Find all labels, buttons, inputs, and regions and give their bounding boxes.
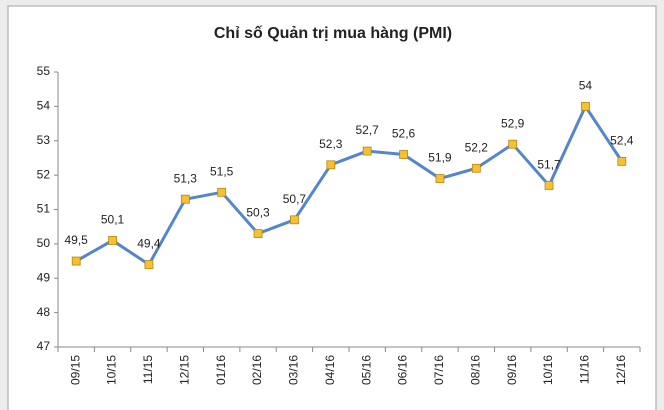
x-tick-label: 01/16 — [214, 355, 228, 385]
x-tick-label: 03/16 — [287, 355, 301, 385]
chart-title: Chỉ số Quản trị mua hàng (PMI) — [214, 25, 452, 42]
x-tick-label: 08/16 — [468, 355, 482, 385]
data-label: 51,7 — [537, 158, 561, 172]
point-marker — [290, 215, 299, 225]
data-label: 50,1 — [101, 213, 125, 227]
data-label: 50,7 — [283, 192, 307, 206]
point-marker — [326, 160, 336, 170]
x-tick-label: 02/16 — [250, 355, 264, 385]
x-tick-label: 04/16 — [323, 355, 337, 385]
x-tick-label: 10/16 — [541, 355, 555, 385]
x-tick-label: 10/15 — [105, 355, 119, 385]
point-marker — [508, 139, 518, 149]
data-label: 54 — [579, 79, 593, 93]
y-tick-label: 54 — [37, 99, 51, 113]
data-label: 52,2 — [465, 140, 489, 154]
data-label: 50,3 — [246, 206, 270, 220]
point-marker — [144, 260, 154, 269]
y-tick-label: 49 — [37, 270, 51, 284]
point-marker — [435, 174, 445, 183]
x-tick-label: 09/15 — [68, 355, 82, 385]
point-marker — [217, 187, 227, 197]
point-marker — [617, 156, 627, 166]
x-tick-label: 12/15 — [177, 355, 191, 385]
x-tick-label: 11/15 — [141, 355, 155, 384]
y-tick-label: 47 — [37, 339, 51, 353]
data-label: 51,9 — [428, 151, 452, 165]
x-tick-label: 09/16 — [505, 355, 519, 385]
y-tick-label: 53 — [37, 133, 51, 147]
point-marker — [399, 150, 408, 159]
series-line — [75, 104, 624, 266]
point-marker — [71, 256, 81, 266]
x-tick-label: 06/16 — [396, 355, 410, 385]
x-tick-label: 11/16 — [578, 355, 592, 384]
point-marker — [253, 229, 263, 238]
chart-frame — [7, 5, 657, 410]
x-tick-label: 07/16 — [432, 355, 446, 385]
y-tick-label: 55 — [37, 64, 51, 78]
y-tick-label: 52 — [37, 167, 51, 181]
point-marker — [471, 163, 481, 173]
data-label: 49,4 — [137, 237, 161, 251]
point-marker — [108, 236, 117, 245]
point-marker — [362, 146, 372, 156]
data-label: 52,4 — [610, 134, 634, 148]
data-label: 52,9 — [501, 116, 525, 130]
data-label: 51,5 — [210, 164, 234, 178]
x-tick-label: 12/16 — [614, 355, 628, 385]
x-tick-label: 05/16 — [359, 355, 373, 385]
y-tick-label: 51 — [37, 202, 51, 216]
data-label: 52,7 — [356, 123, 380, 137]
point-marker — [544, 181, 554, 190]
y-tick-label: 50 — [37, 236, 51, 250]
y-tick-label: 48 — [37, 305, 51, 319]
point-marker — [581, 101, 590, 111]
data-label: 49,5 — [65, 233, 89, 247]
data-label: 52,3 — [319, 137, 343, 151]
data-label: 51,3 — [174, 171, 198, 185]
data-label: 52,6 — [392, 127, 416, 141]
point-marker — [180, 194, 190, 204]
